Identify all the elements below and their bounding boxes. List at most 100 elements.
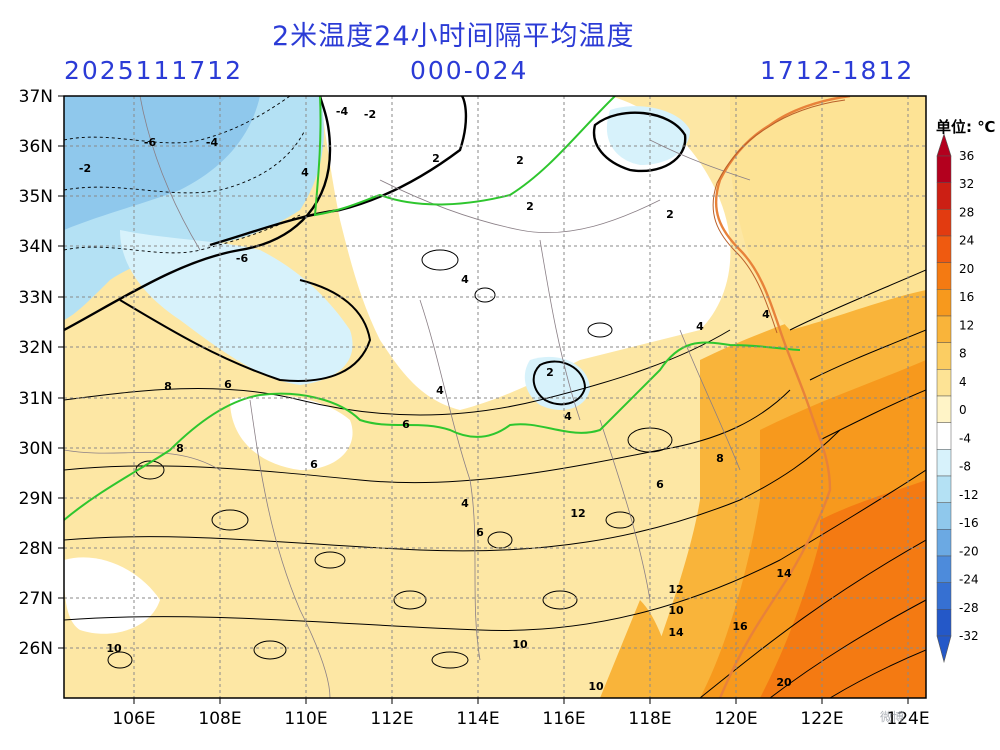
- colorbar-bottom-arrow: [936, 635, 952, 664]
- contour-label: -6: [144, 136, 157, 149]
- contour-label: 2: [432, 152, 440, 165]
- colorbar-swatch: [936, 529, 952, 557]
- colorbar-top-arrow: [936, 133, 952, 157]
- run-time: 2025111712: [64, 56, 244, 85]
- contour-label: 10: [106, 642, 122, 655]
- colorbar-swatch: [936, 502, 952, 530]
- lead-range: 000-024: [410, 56, 529, 85]
- colorbar-swatch: [936, 555, 952, 583]
- contour-label: 4: [564, 410, 572, 423]
- contour-label: 6: [310, 458, 318, 471]
- colorbar-swatch: [936, 475, 952, 503]
- lat-label: 30N: [19, 439, 53, 459]
- warm-region-20: [760, 480, 926, 698]
- contour-label: 2: [546, 366, 554, 379]
- colorbar-swatch: [936, 422, 952, 450]
- lon-label: 106E: [112, 709, 155, 729]
- colorbar-label: -20: [959, 544, 979, 558]
- lat-label: 28N: [19, 539, 53, 559]
- colorbar-label: -12: [959, 488, 979, 502]
- colorbar-label: 20: [959, 262, 974, 276]
- colorbar-label: 36: [959, 149, 974, 163]
- contour-label: 14: [668, 626, 684, 639]
- colorbar-label: 28: [959, 205, 974, 219]
- contour-label: 4: [461, 273, 469, 286]
- colorbar-swatch: [936, 209, 952, 237]
- colorbar-label: 0: [959, 403, 967, 417]
- lon-label: 116E: [542, 709, 585, 729]
- colorbar-swatch: [936, 315, 952, 343]
- contour-label: -2: [79, 162, 91, 175]
- valid-range: 1712-1812: [760, 56, 915, 85]
- contour-label: 12: [668, 583, 683, 596]
- contour-label: 4: [436, 384, 444, 397]
- contour-label: 12: [570, 507, 585, 520]
- contour-label: 6: [224, 378, 232, 391]
- colorbar-swatch: [936, 395, 952, 423]
- watermark: 微博: [880, 710, 905, 724]
- axis-ticks: [58, 95, 909, 704]
- contour-label: -4: [336, 105, 349, 118]
- colorbar-label: 8: [959, 347, 967, 361]
- warm-region-south: [600, 600, 680, 698]
- lon-label: 122E: [800, 709, 843, 729]
- zero-patch-west: [230, 395, 353, 470]
- lat-label: 37N: [19, 87, 53, 107]
- colorbar-label: 12: [959, 318, 974, 332]
- contour-labels: -6 -4 -2 -4 -2 4 2 2 -6 4 2 2 4 4 8 6 4 4 2 6 8 6 6 8 10 12 10 14 16…: [79, 105, 792, 693]
- colorbar-swatch: [936, 155, 952, 183]
- contour-label: 8: [164, 380, 172, 393]
- lat-label: 27N: [19, 589, 53, 609]
- contour-label: 6: [402, 418, 410, 431]
- lon-label: 110E: [284, 709, 327, 729]
- contour-label: 4: [762, 308, 770, 321]
- lon-label: 124E: [886, 709, 929, 729]
- lat-label: 26N: [19, 639, 53, 659]
- contour-label: 8: [716, 452, 724, 465]
- lat-label: 36N: [19, 137, 53, 157]
- contour-label: 2: [666, 208, 674, 221]
- colorbar-swatch: [936, 235, 952, 263]
- sea-region: [730, 96, 926, 330]
- colorbar-swatch: [936, 182, 952, 210]
- colorbar-label: -28: [959, 601, 979, 615]
- graticule: [64, 96, 926, 698]
- map-frame: [63, 95, 927, 699]
- colorbar-swatch: [936, 342, 952, 370]
- colorbar-label: -16: [959, 516, 979, 530]
- contour-label: 4: [301, 166, 309, 179]
- contour-label: 16: [732, 620, 748, 633]
- colorbar-swatch: [936, 289, 952, 317]
- contour-label: 10: [588, 680, 604, 693]
- lat-labels: 37N 36N 35N 34N 33N 32N 31N 30N 29N 28N …: [19, 87, 53, 659]
- colorbar-swatch: [936, 369, 952, 397]
- lon-label: 114E: [456, 709, 499, 729]
- contour-label: 10: [512, 638, 528, 651]
- colorbar-label: 32: [959, 177, 974, 191]
- contour-label: 6: [476, 526, 484, 539]
- contour-label: 14: [776, 567, 792, 580]
- lat-label: 32N: [19, 338, 53, 358]
- contour-label: 20: [776, 676, 792, 689]
- zero-patch-southwest: [64, 557, 160, 634]
- contour-label: -2: [364, 108, 376, 121]
- colorbar-swatch: [936, 262, 952, 290]
- contour-label: 4: [461, 497, 469, 510]
- colorbar-label: 24: [959, 234, 974, 248]
- colorbar-label: -8: [959, 460, 971, 474]
- lon-label: 120E: [714, 709, 757, 729]
- contour-label: 8: [176, 442, 184, 455]
- map-title: 2米温度24小时间隔平均温度: [272, 21, 635, 52]
- colorbar-label: -32: [959, 629, 979, 643]
- lat-label: 29N: [19, 489, 53, 509]
- contour-label: 2: [516, 154, 524, 167]
- contour-label: -6: [236, 252, 249, 265]
- lon-label: 112E: [370, 709, 413, 729]
- contour-label: -4: [206, 136, 219, 149]
- lat-label: 33N: [19, 288, 53, 308]
- contour-label: 2: [526, 200, 534, 213]
- contour-label: 6: [656, 478, 664, 491]
- colorbar-label: 4: [959, 375, 967, 389]
- colorbar-swatch: [936, 582, 952, 610]
